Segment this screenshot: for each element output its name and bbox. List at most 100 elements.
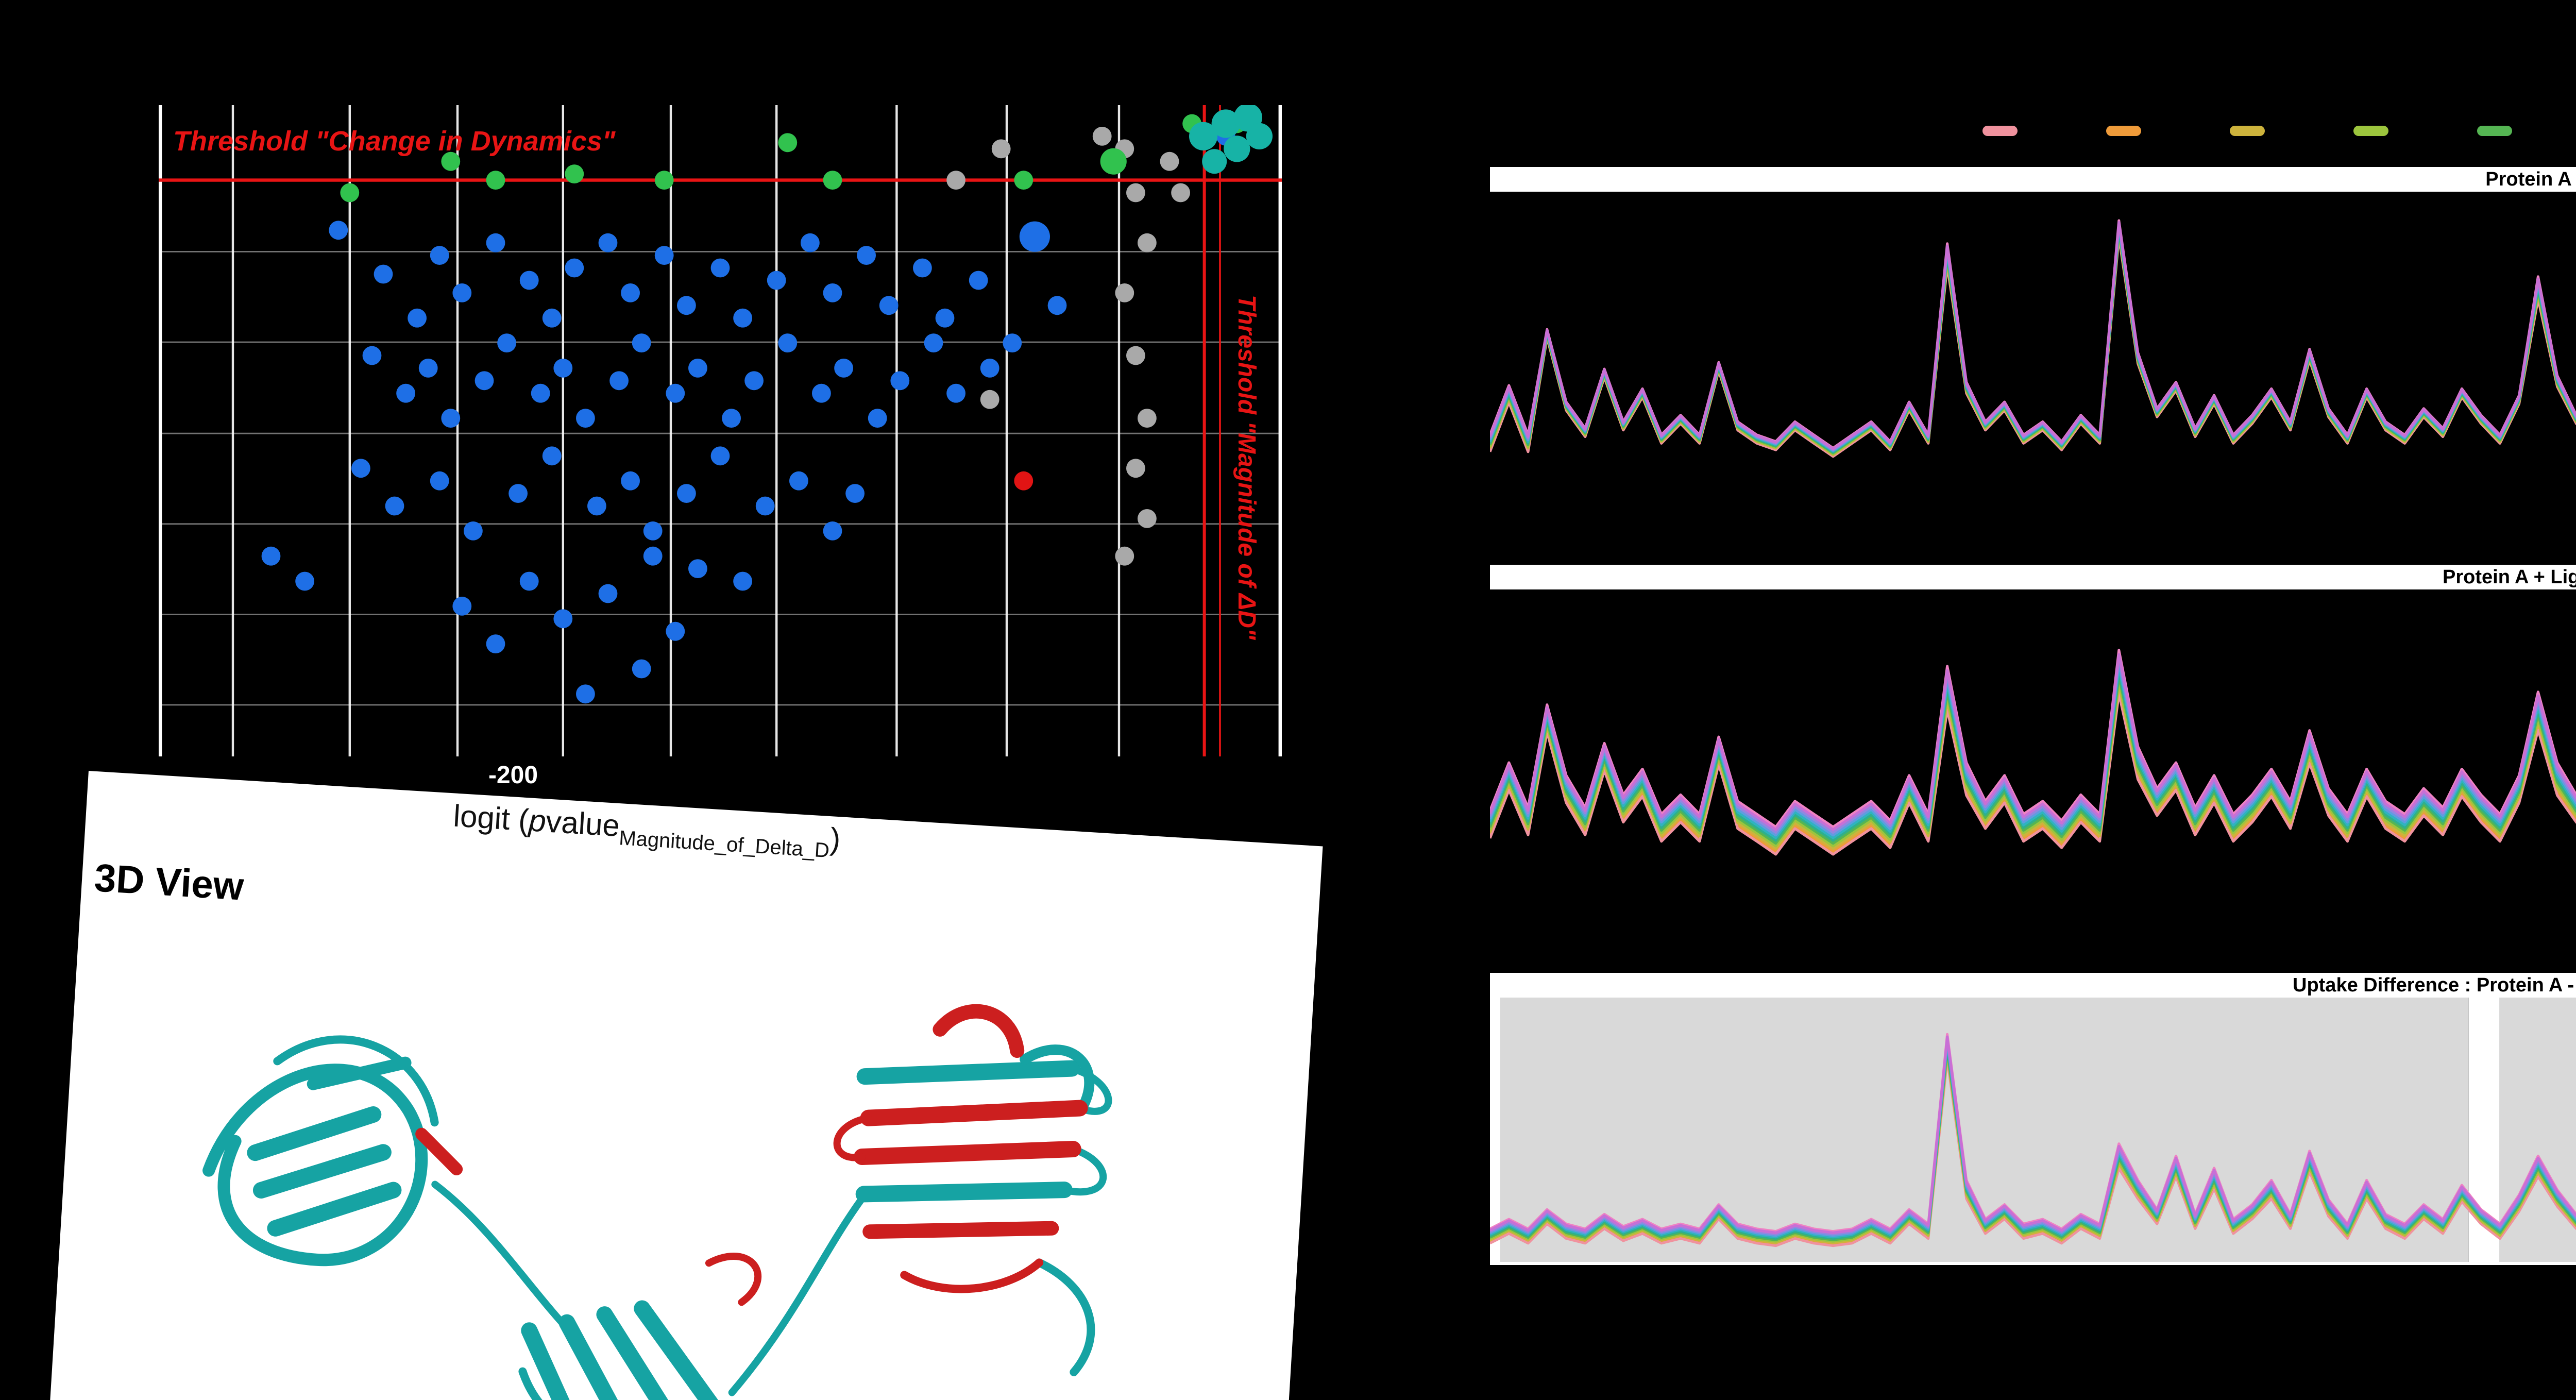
uptake-series-line[interactable] xyxy=(1490,234,2576,531)
scatter-point-blue[interactable] xyxy=(789,471,808,491)
scatter-point-blue[interactable] xyxy=(733,571,752,591)
scatter-point-blue[interactable] xyxy=(823,283,842,302)
scatter-point-blue[interactable] xyxy=(823,521,842,541)
scatter-point-teal[interactable] xyxy=(1246,123,1273,149)
scatter-point-blue[interactable] xyxy=(542,308,562,328)
scatter-point-blue[interactable] xyxy=(295,571,314,591)
uptake-series-line[interactable] xyxy=(1490,221,2576,450)
scatter-point-blue[interactable] xyxy=(621,471,640,491)
scatter-point-blue[interactable] xyxy=(565,258,584,278)
legend-swatch[interactable] xyxy=(2230,126,2265,135)
scatter-point-blue[interactable] xyxy=(519,571,539,591)
scatter-point-gray[interactable] xyxy=(1115,546,1134,566)
scatter-point-blue[interactable] xyxy=(351,459,370,478)
scatter-point-blue[interactable] xyxy=(486,233,505,252)
scatter-point-blue[interactable] xyxy=(744,371,764,391)
scatter-point-blue[interactable] xyxy=(474,371,494,391)
scatter-point-blue[interactable] xyxy=(609,371,629,391)
scatter-point-blue[interactable] xyxy=(643,546,663,566)
scatter-point-blue[interactable] xyxy=(531,383,550,403)
scatter-point-blue[interactable] xyxy=(430,246,449,265)
scatter-point-blue[interactable] xyxy=(924,333,943,352)
scatter-point-blue[interactable] xyxy=(812,383,831,403)
scatter-point-blue[interactable] xyxy=(1003,333,1022,352)
scatter-point-blue[interactable] xyxy=(857,246,876,265)
scatter-point-blue[interactable] xyxy=(969,271,988,290)
scatter-point-green[interactable] xyxy=(654,171,674,190)
scatter-point-blue[interactable] xyxy=(553,609,573,629)
scatter-point-blue[interactable] xyxy=(688,559,707,578)
uptake-series-line[interactable] xyxy=(1490,231,2576,510)
scatter-point-teal[interactable] xyxy=(1224,136,1250,162)
scatter-point-blue[interactable] xyxy=(733,308,752,328)
uptake-series-line[interactable] xyxy=(1490,232,2576,520)
scatter-point-green[interactable] xyxy=(565,164,584,183)
scatter-point-blue[interactable] xyxy=(261,546,281,566)
scatter-point-blue[interactable] xyxy=(329,221,348,240)
uptake-series-line[interactable] xyxy=(1490,226,2576,478)
scatter-point-blue[interactable] xyxy=(542,446,562,466)
scatter-point-blue[interactable] xyxy=(1019,221,1050,252)
scatter-point-blue[interactable] xyxy=(632,659,651,679)
scatter-point-gray[interactable] xyxy=(991,139,1011,159)
scatter-point-blue[interactable] xyxy=(598,584,618,603)
scatter-point-blue[interactable] xyxy=(486,634,505,653)
scatter-point-blue[interactable] xyxy=(722,409,741,428)
scatter-point-blue[interactable] xyxy=(452,597,472,616)
scatter-point-green[interactable] xyxy=(1014,171,1033,190)
scatter-point-green[interactable] xyxy=(340,183,360,203)
scatter-point-gray[interactable] xyxy=(1115,283,1134,302)
scatter-point-blue[interactable] xyxy=(452,283,472,302)
legend-swatch[interactable] xyxy=(2106,126,2142,135)
scatter-point-green[interactable] xyxy=(778,133,798,153)
uptake-series-line[interactable] xyxy=(1490,229,2576,499)
scatter-point-blue[interactable] xyxy=(396,383,415,403)
scatter-point-teal[interactable] xyxy=(1189,122,1218,150)
scatter-point-blue[interactable] xyxy=(778,333,798,352)
scatter-point-blue[interactable] xyxy=(408,308,427,328)
scatter-point-blue[interactable] xyxy=(755,496,775,516)
scatter-point-gray[interactable] xyxy=(1126,459,1145,478)
scatter-point-blue[interactable] xyxy=(643,521,663,541)
legend-swatch[interactable] xyxy=(2354,126,2389,135)
scatter-point-blue[interactable] xyxy=(767,271,786,290)
scatter-point-blue[interactable] xyxy=(677,484,696,503)
scatter-point-blue[interactable] xyxy=(879,296,899,315)
scatter-point-gray[interactable] xyxy=(1171,183,1190,203)
scatter-point-blue[interactable] xyxy=(497,333,516,352)
uptake-series-line[interactable] xyxy=(1490,622,2576,831)
scatter-point-red[interactable] xyxy=(1014,471,1033,491)
scatter-point-gray[interactable] xyxy=(946,171,965,190)
scatter-point-gray[interactable] xyxy=(1126,346,1145,365)
scatter-point-blue[interactable] xyxy=(598,233,618,252)
scatter-point-blue[interactable] xyxy=(710,446,730,466)
scatter-point-gray[interactable] xyxy=(1126,183,1145,203)
scatter-point-blue[interactable] xyxy=(576,684,595,704)
scatter-point-blue[interactable] xyxy=(385,496,404,516)
scatter-point-blue[interactable] xyxy=(710,258,730,278)
legend-swatch[interactable] xyxy=(2478,126,2513,135)
scatter-point-blue[interactable] xyxy=(677,296,696,315)
scatter-point-blue[interactable] xyxy=(430,471,449,491)
scatter-point-blue[interactable] xyxy=(362,346,382,365)
scatter-point-blue[interactable] xyxy=(890,371,910,391)
uptake-chart-protein-a[interactable] xyxy=(1490,192,2576,546)
scatter-point-blue[interactable] xyxy=(576,409,595,428)
scatter-point-blue[interactable] xyxy=(632,333,651,352)
scatter-point-blue[interactable] xyxy=(666,621,685,641)
scatter-point-teal[interactable] xyxy=(1202,149,1227,174)
scatter-point-green[interactable] xyxy=(486,171,505,190)
scatter-point-gray[interactable] xyxy=(1138,509,1157,528)
scatter-point-gray[interactable] xyxy=(980,390,999,409)
uptake-series-line[interactable] xyxy=(1490,1057,2576,1248)
scatter-point-blue[interactable] xyxy=(519,271,539,290)
volcano-scatter-chart[interactable] xyxy=(159,105,1282,756)
scatter-point-teal[interactable] xyxy=(1211,109,1240,138)
uptake-chart-protein-a-ligand[interactable] xyxy=(1490,589,2576,936)
uptake-series-line[interactable] xyxy=(1490,672,2576,868)
scatter-point-gray[interactable] xyxy=(1138,409,1157,428)
legend-swatch[interactable] xyxy=(1982,126,2018,135)
structure-3d-panel[interactable]: logit (pvalueMagnitude_of_Delta_D) 3D Vi… xyxy=(47,771,1323,1400)
scatter-point-blue[interactable] xyxy=(688,359,707,378)
scatter-point-blue[interactable] xyxy=(464,521,483,541)
